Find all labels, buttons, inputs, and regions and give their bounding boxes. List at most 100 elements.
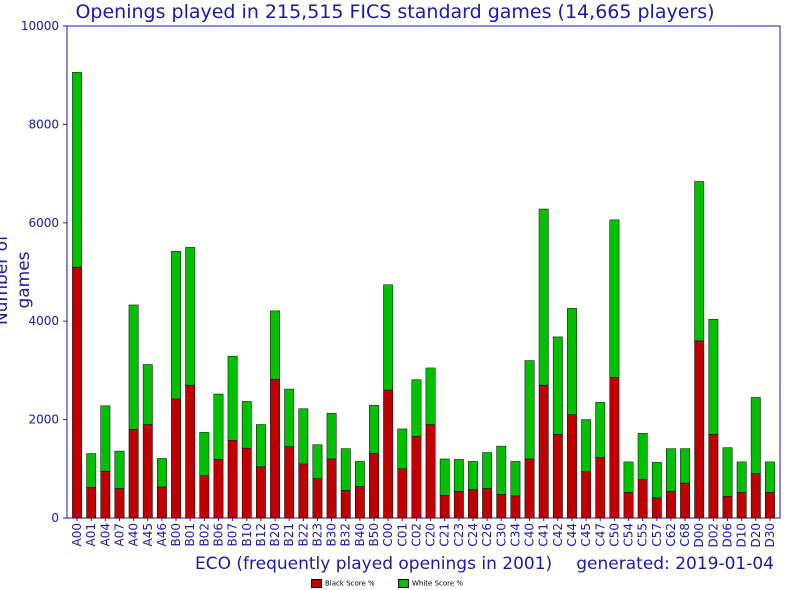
bar-segment-white <box>637 433 648 480</box>
bar-segment-black <box>199 475 210 519</box>
x-tick-label: C26 <box>480 523 494 547</box>
plot-area-frame <box>66 25 781 519</box>
bar-segment-black <box>651 497 662 519</box>
x-tick-label: B32 <box>339 523 353 547</box>
legend-item-black: Black Score % <box>311 579 375 589</box>
x-tick-label: B23 <box>310 523 324 547</box>
x-tick-label: D30 <box>763 523 777 548</box>
bar-segment-white <box>411 379 422 437</box>
x-tick-label: C21 <box>438 523 452 547</box>
bar-segment-black <box>567 414 577 519</box>
bar-segment-white <box>552 336 563 435</box>
bar-segment-black <box>86 487 97 519</box>
bar-segment-white <box>425 367 436 425</box>
bar-segment-black <box>185 384 196 519</box>
bar-segment-black <box>439 495 450 519</box>
y-tick-label: 8000 <box>28 117 59 131</box>
bar-segment-black <box>326 458 337 519</box>
bar-segment-white <box>270 310 280 380</box>
bar-segment-black <box>510 495 521 519</box>
bar-segment-white <box>142 364 153 425</box>
x-tick-label: C40 <box>523 523 537 547</box>
bar-segment-white <box>340 448 351 491</box>
bar-segment-black <box>736 492 747 519</box>
bar-segment-black <box>637 479 648 519</box>
bar-segment-white <box>736 461 747 493</box>
bar-segment-black <box>156 486 167 519</box>
bar-segment-white <box>666 448 676 492</box>
bar-segment-white <box>609 219 620 378</box>
bar-segment-white <box>468 461 478 490</box>
bar-segment-white <box>284 388 295 447</box>
bar-segment-black <box>623 492 634 519</box>
bar-segment-white <box>114 450 125 489</box>
bar-segment-black <box>369 453 379 519</box>
bar-segment-black <box>270 379 280 519</box>
bar-segment-black <box>468 489 478 519</box>
bar-segment-black <box>538 384 549 519</box>
x-tick-label: B30 <box>325 523 339 547</box>
bar-segment-white <box>694 181 705 342</box>
bar-segment-white <box>453 459 464 492</box>
bar-segment-white <box>623 461 634 493</box>
bar-segment-black <box>340 490 351 519</box>
x-tick-label: C54 <box>622 523 636 547</box>
x-tick-label: A07 <box>112 523 126 546</box>
bar-segment-black <box>171 398 181 519</box>
x-tick-label: D20 <box>749 523 763 548</box>
x-tick-label: B10 <box>240 523 254 547</box>
bar-segment-black <box>482 488 493 519</box>
x-tick-label: B07 <box>226 523 240 547</box>
bar-segment-black <box>722 496 733 519</box>
chart-title: Openings played in 215,515 FICS standard… <box>75 1 715 23</box>
x-tick-label: C45 <box>579 523 593 547</box>
bar-segment-white <box>708 318 719 435</box>
bar-segment-white <box>298 408 309 465</box>
bar-segment-black <box>100 471 111 519</box>
bar-segment-white <box>397 428 408 470</box>
x-tick-label: D06 <box>721 523 735 548</box>
bar-segment-white <box>496 445 507 495</box>
legend-swatch-black <box>311 579 322 588</box>
bar-segment-white <box>750 397 761 474</box>
legend-label-white: White Score % <box>412 579 464 588</box>
bar-segment-white <box>482 452 493 489</box>
bar-segment-white <box>722 447 733 497</box>
bar-segment-white <box>227 355 238 441</box>
bar-segment-black <box>453 491 464 519</box>
x-tick-label: A45 <box>141 523 155 546</box>
bar-segment-white <box>581 419 592 473</box>
bar-segment-black <box>397 468 408 519</box>
bar-segment-black <box>227 440 238 519</box>
x-tick-label: C20 <box>424 523 438 547</box>
x-tick-label: D10 <box>735 523 749 548</box>
x-tick-label: C02 <box>409 523 423 547</box>
bar-segment-black <box>609 377 620 519</box>
x-tick-label: C24 <box>466 523 480 547</box>
bar-segment-white <box>213 393 224 460</box>
y-tick-label: 6000 <box>28 216 59 230</box>
bar-segment-black <box>383 389 394 519</box>
x-tick-label: C44 <box>565 523 579 547</box>
bar-segment-white <box>524 360 535 460</box>
legend-swatch-white <box>398 579 409 588</box>
x-tick-label: C57 <box>650 523 664 547</box>
bar-segment-black <box>312 478 323 519</box>
bar-segment-black <box>142 424 153 519</box>
bar-segment-white <box>651 462 662 499</box>
bar-segment-black <box>765 492 775 519</box>
bar-segment-black <box>128 429 139 519</box>
x-tick-label: B21 <box>282 523 296 547</box>
x-tick-label: C34 <box>508 523 522 547</box>
bar-segment-black <box>552 434 563 519</box>
legend-item-white: White Score % <box>398 579 463 589</box>
bar-segment-white <box>171 251 181 400</box>
x-tick-label: B50 <box>367 523 381 547</box>
bar-segment-white <box>241 401 252 449</box>
x-tick-label: A46 <box>155 523 169 546</box>
x-tick-label: B40 <box>353 523 367 547</box>
x-tick-label: B12 <box>254 523 268 547</box>
bar-segment-white <box>255 424 266 468</box>
bar-segment-black <box>581 471 592 519</box>
bar-segment-black <box>694 340 705 519</box>
